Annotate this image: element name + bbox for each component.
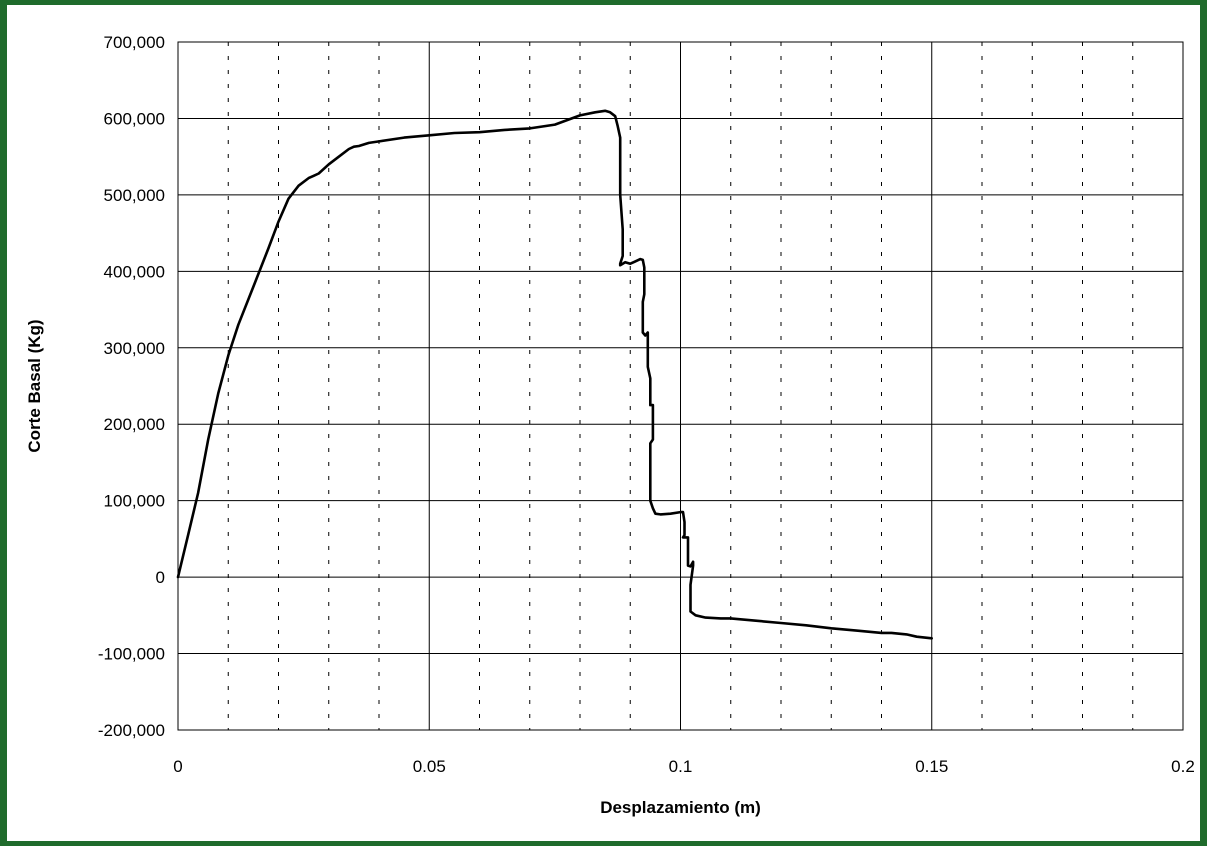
y-tick-label: 0 xyxy=(156,568,165,587)
x-tick-label: 0.05 xyxy=(413,757,446,776)
y-tick-label: -100,000 xyxy=(98,645,165,664)
series-line xyxy=(176,109,933,640)
y-tick-label: 200,000 xyxy=(104,415,165,434)
x-tick-labels: 0 0.05 0.1 0.15 0.2 xyxy=(173,757,1195,776)
y-tick-label: 400,000 xyxy=(104,262,165,281)
plot-area-border xyxy=(177,41,1184,731)
y-axis-title: Corte Basal (Kg) xyxy=(25,319,44,452)
y-tick-label: -200,000 xyxy=(98,721,165,740)
y-tick-label: 300,000 xyxy=(104,339,165,358)
x-tick-label: 0.2 xyxy=(1171,757,1195,776)
chart-frame: 0 0.05 0.1 0.15 0.2 700,000 600,000 500,000 400… xyxy=(7,5,1200,841)
y-tick-label: 500,000 xyxy=(104,186,165,205)
x-tick-label: 0.15 xyxy=(915,757,948,776)
x-axis-title: Desplazamiento (m) xyxy=(600,798,761,817)
x-tick-label: 0 xyxy=(173,757,182,776)
chart-svg: 0 0.05 0.1 0.15 0.2 700,000 600,000 500,000 400… xyxy=(25,33,1195,817)
y-tick-label: 100,000 xyxy=(104,492,165,511)
minor-gridlines xyxy=(227,42,1134,730)
y-tick-labels: 700,000 600,000 500,000 400,000 300,000 200,0… xyxy=(98,33,165,740)
y-tick-label: 700,000 xyxy=(104,33,165,52)
y-tick-label: 600,000 xyxy=(104,109,165,128)
x-tick-label: 0.1 xyxy=(669,757,693,776)
major-gridlines xyxy=(177,41,1184,731)
